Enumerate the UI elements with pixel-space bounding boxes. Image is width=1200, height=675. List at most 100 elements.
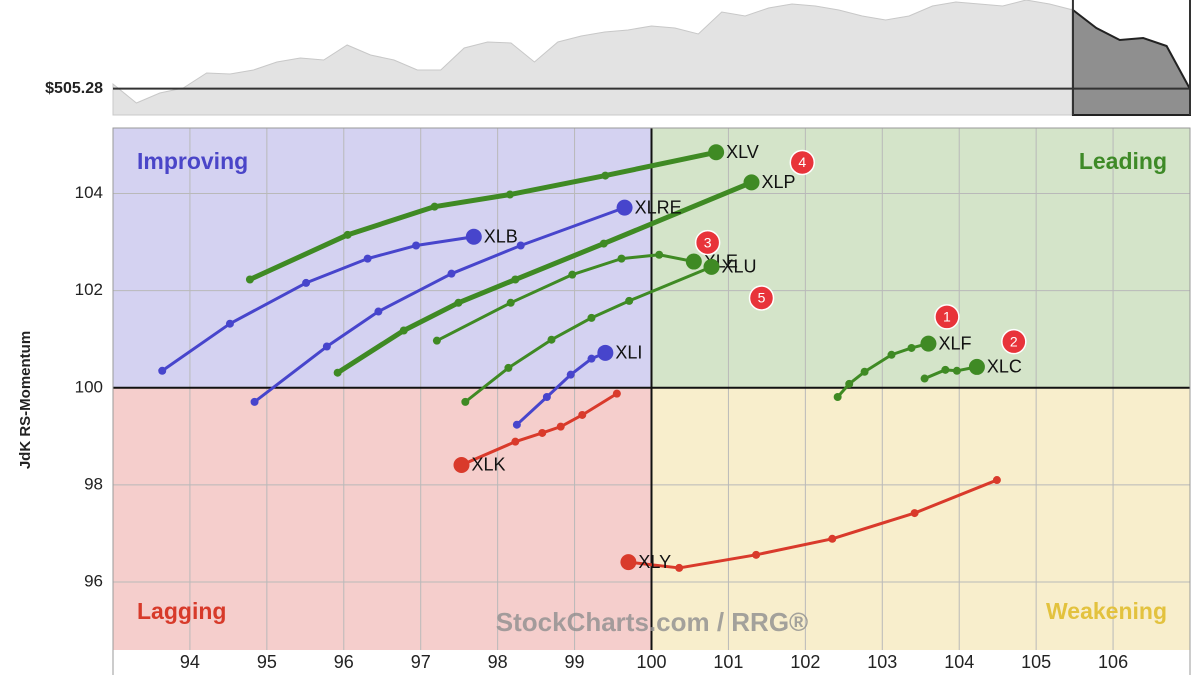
quadrant <box>113 387 652 650</box>
tail-point <box>566 370 575 379</box>
y-tick-label: 104 <box>75 183 103 202</box>
tail-point <box>447 269 456 278</box>
head-point <box>453 456 470 473</box>
head-point <box>743 174 760 191</box>
x-tick-label: 99 <box>565 652 585 672</box>
tail-point <box>430 202 439 211</box>
tail-point <box>504 363 513 372</box>
head-point <box>616 199 633 216</box>
series-label: XLC <box>987 357 1022 377</box>
tail-line <box>464 265 713 404</box>
tail-line <box>924 365 978 380</box>
x-tick-label: 98 <box>488 652 508 672</box>
series-label: XLV <box>726 142 759 162</box>
tail-point <box>920 374 929 383</box>
annotation-text: 1 <box>943 309 951 325</box>
quadrant-label: Weakening <box>1046 598 1167 624</box>
tail-point <box>505 190 514 199</box>
tail-point <box>322 342 331 351</box>
head-point <box>708 144 725 161</box>
tail-point <box>612 389 621 398</box>
tail-point <box>752 550 761 559</box>
tail-point <box>599 239 608 248</box>
head-point <box>920 335 937 352</box>
tail-point <box>454 298 463 307</box>
tail-line <box>248 149 717 282</box>
tail-point <box>432 336 441 345</box>
tail-point <box>542 393 551 402</box>
tail-point <box>887 350 896 359</box>
tail-line <box>336 180 753 375</box>
tail-point <box>461 397 470 406</box>
quadrant-label: Lagging <box>137 598 226 624</box>
series-label: XLU <box>722 257 757 277</box>
price-area <box>112 0 1191 116</box>
tail-point <box>399 326 408 335</box>
head-point <box>703 258 720 275</box>
y-axis-label: JdK RS-Momentum <box>17 331 34 469</box>
tail-point <box>245 275 254 284</box>
highlight-area <box>1071 7 1191 116</box>
tail-point <box>158 366 167 375</box>
x-tick-label: 102 <box>790 652 820 672</box>
annotation-badge <box>789 149 816 176</box>
tail-point <box>625 296 634 305</box>
series-label: XLF <box>938 333 971 353</box>
tail-point <box>941 365 950 374</box>
tail-point <box>538 428 547 437</box>
tail-point <box>568 270 577 279</box>
tail-point <box>655 250 664 259</box>
tail-point <box>992 476 1001 485</box>
x-tick-label: 96 <box>334 652 354 672</box>
y-tick-label: 102 <box>75 280 103 299</box>
tail-point <box>516 241 525 250</box>
tail-point <box>910 509 919 518</box>
x-tick-label: 105 <box>1021 652 1051 672</box>
tail-point <box>675 563 684 572</box>
y-tick-label: 100 <box>75 377 103 396</box>
annotation-text: 4 <box>798 154 806 170</box>
annotation-badge <box>934 304 960 330</box>
reference-label: $505.28 <box>45 80 103 97</box>
tail-line <box>628 478 998 570</box>
quadrant-label: Improving <box>137 148 248 174</box>
series-label: XLI <box>615 343 642 363</box>
tail-line <box>460 392 618 467</box>
tail-point <box>250 397 259 406</box>
head-point <box>620 554 637 571</box>
tail-point <box>833 393 842 402</box>
tail-point <box>363 254 372 263</box>
y-tick-label: 96 <box>84 572 103 591</box>
watermark: StockCharts.com / RRG® <box>496 607 808 637</box>
tail-point <box>578 410 587 419</box>
tail-point <box>860 367 869 376</box>
y-tick-label: 98 <box>84 474 103 493</box>
annotation-badge <box>1001 328 1027 355</box>
series-label: XLK <box>471 455 505 475</box>
tail-line <box>436 253 695 343</box>
head-point <box>465 228 482 245</box>
tail-point <box>556 422 565 431</box>
x-tick-label: 95 <box>257 652 277 672</box>
tail-point <box>601 171 610 180</box>
tail-line <box>161 235 475 373</box>
tail-point <box>512 420 521 429</box>
tail-point <box>952 366 961 375</box>
tail-point <box>587 313 596 322</box>
tail-point <box>907 343 916 352</box>
tail-point <box>511 437 520 446</box>
tail-point <box>412 241 421 250</box>
x-tick-label: 97 <box>411 652 431 672</box>
annotation-badge <box>694 229 721 256</box>
x-tick-label: 101 <box>713 652 743 672</box>
tail-line <box>253 206 626 404</box>
x-tick-label: 100 <box>636 652 666 672</box>
annotation-text: 5 <box>758 290 766 306</box>
annotation-text: 2 <box>1010 333 1018 349</box>
tail-point <box>828 534 837 543</box>
tail-point <box>511 275 520 284</box>
x-tick-label: 103 <box>867 652 897 672</box>
tail-point <box>225 319 234 328</box>
tail-point <box>547 335 556 344</box>
